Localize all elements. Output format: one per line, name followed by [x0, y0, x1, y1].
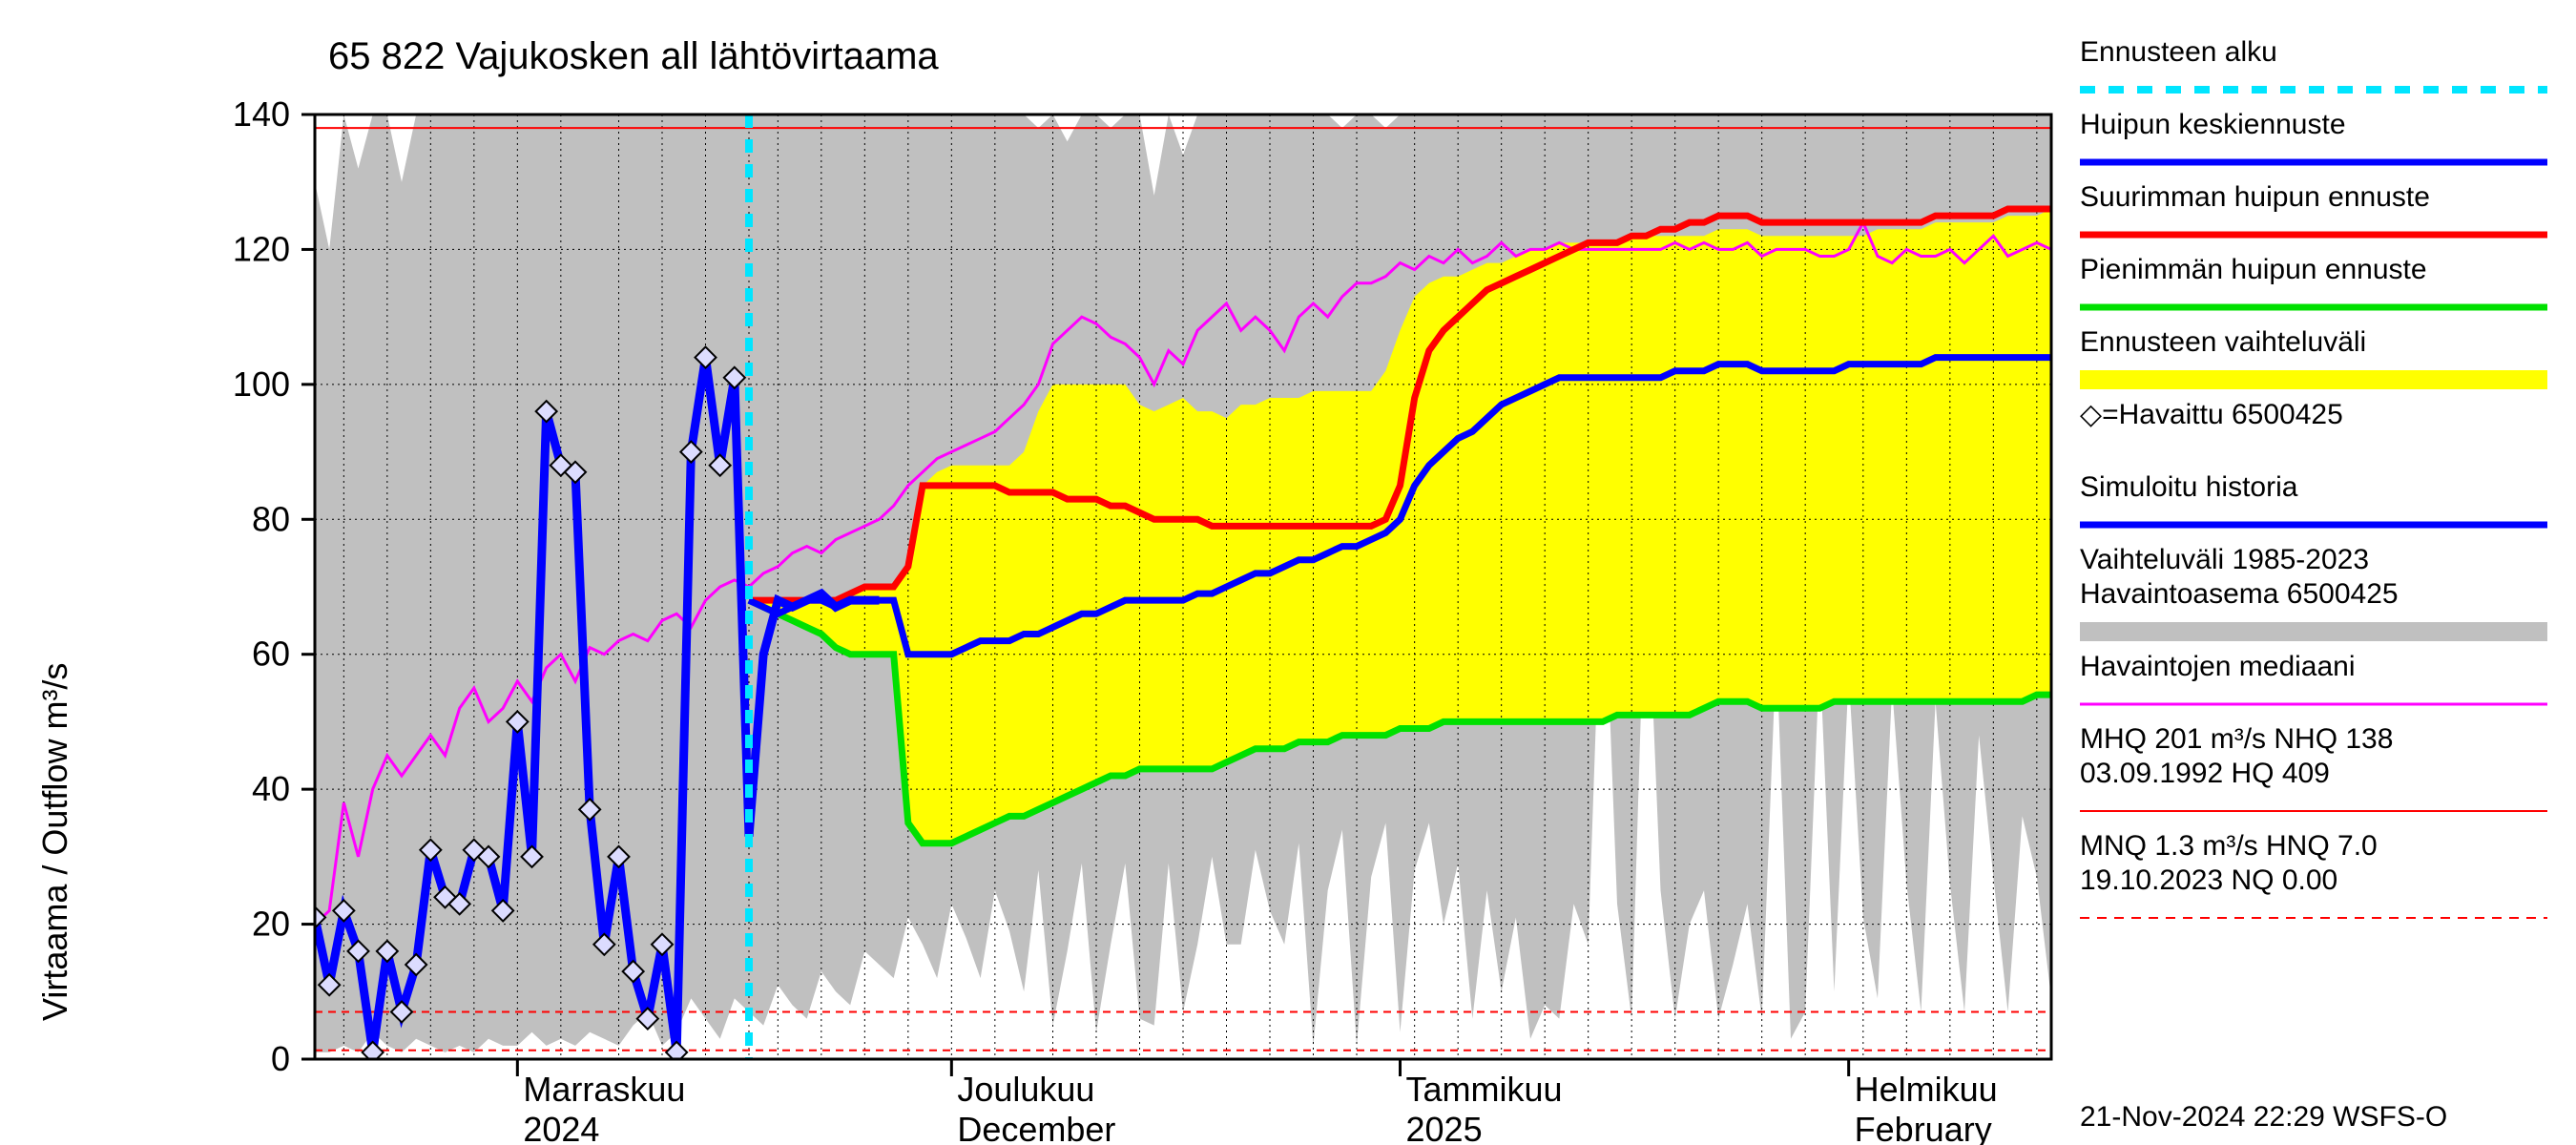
ytick-label: 0: [271, 1039, 290, 1078]
y-axis-label: Virtaama / Outflow m³/s: [35, 663, 74, 1021]
footer-timestamp: 21-Nov-2024 22:29 WSFS-O: [2080, 1101, 2447, 1133]
legend-label: Pienimmän huipun ennuste: [2080, 254, 2427, 285]
legend-label: Huipun keskiennuste: [2080, 109, 2346, 140]
legend-label: Suurimman huipun ennuste: [2080, 181, 2430, 213]
ytick-label: 100: [233, 364, 290, 404]
hydrograph-svg: 0 20 40 60 80 100 120 140 Marraskuu2024 JoulukuuD…: [0, 0, 2576, 1145]
legend-label-2: Havaintoasema 6500425: [2080, 578, 2399, 610]
legend-swatch-band: [2080, 370, 2547, 389]
month-label-bottom: 2024: [523, 1110, 599, 1145]
month-label-top: Marraskuu: [523, 1070, 685, 1109]
month-label-bottom: February: [1855, 1110, 1992, 1145]
legend-label: MHQ 201 m³/s NHQ 138: [2080, 723, 2393, 755]
legend-label: ◇=Havaittu 6500425: [2080, 399, 2343, 430]
month-label-top: Helmikuu: [1855, 1070, 1998, 1109]
ytick-label: 120: [233, 229, 290, 268]
ytick-label: 20: [252, 905, 290, 944]
month-label-bottom: December: [957, 1110, 1115, 1145]
ytick-label: 60: [252, 635, 290, 674]
legend-swatch-band: [2080, 622, 2547, 641]
legend-label: Simuloitu historia: [2080, 471, 2298, 503]
chart-container: 0 20 40 60 80 100 120 140 Marraskuu2024 JoulukuuD…: [0, 0, 2576, 1145]
legend-label: MNQ 1.3 m³/s HNQ 7.0: [2080, 830, 2378, 862]
chart-title: 65 822 Vajukosken all lähtövirtaama: [328, 35, 939, 77]
legend-label: Havaintojen mediaani: [2080, 651, 2356, 682]
legend-label: Ennusteen vaihteluväli: [2080, 326, 2366, 358]
legend-label: Vaihteluväli 1985-2023: [2080, 544, 2369, 575]
month-label-top: Tammikuu: [1406, 1070, 1563, 1109]
ytick-label: 140: [233, 94, 290, 134]
legend-label-2: 19.10.2023 NQ 0.00: [2080, 864, 2337, 896]
legend-label-2: 03.09.1992 HQ 409: [2080, 758, 2330, 789]
ytick-label: 80: [252, 499, 290, 538]
month-label-top: Joulukuu: [957, 1070, 1094, 1109]
month-label-bottom: 2025: [1406, 1110, 1483, 1145]
ytick-label: 40: [252, 769, 290, 808]
legend-label: Ennusteen alku: [2080, 36, 2277, 68]
